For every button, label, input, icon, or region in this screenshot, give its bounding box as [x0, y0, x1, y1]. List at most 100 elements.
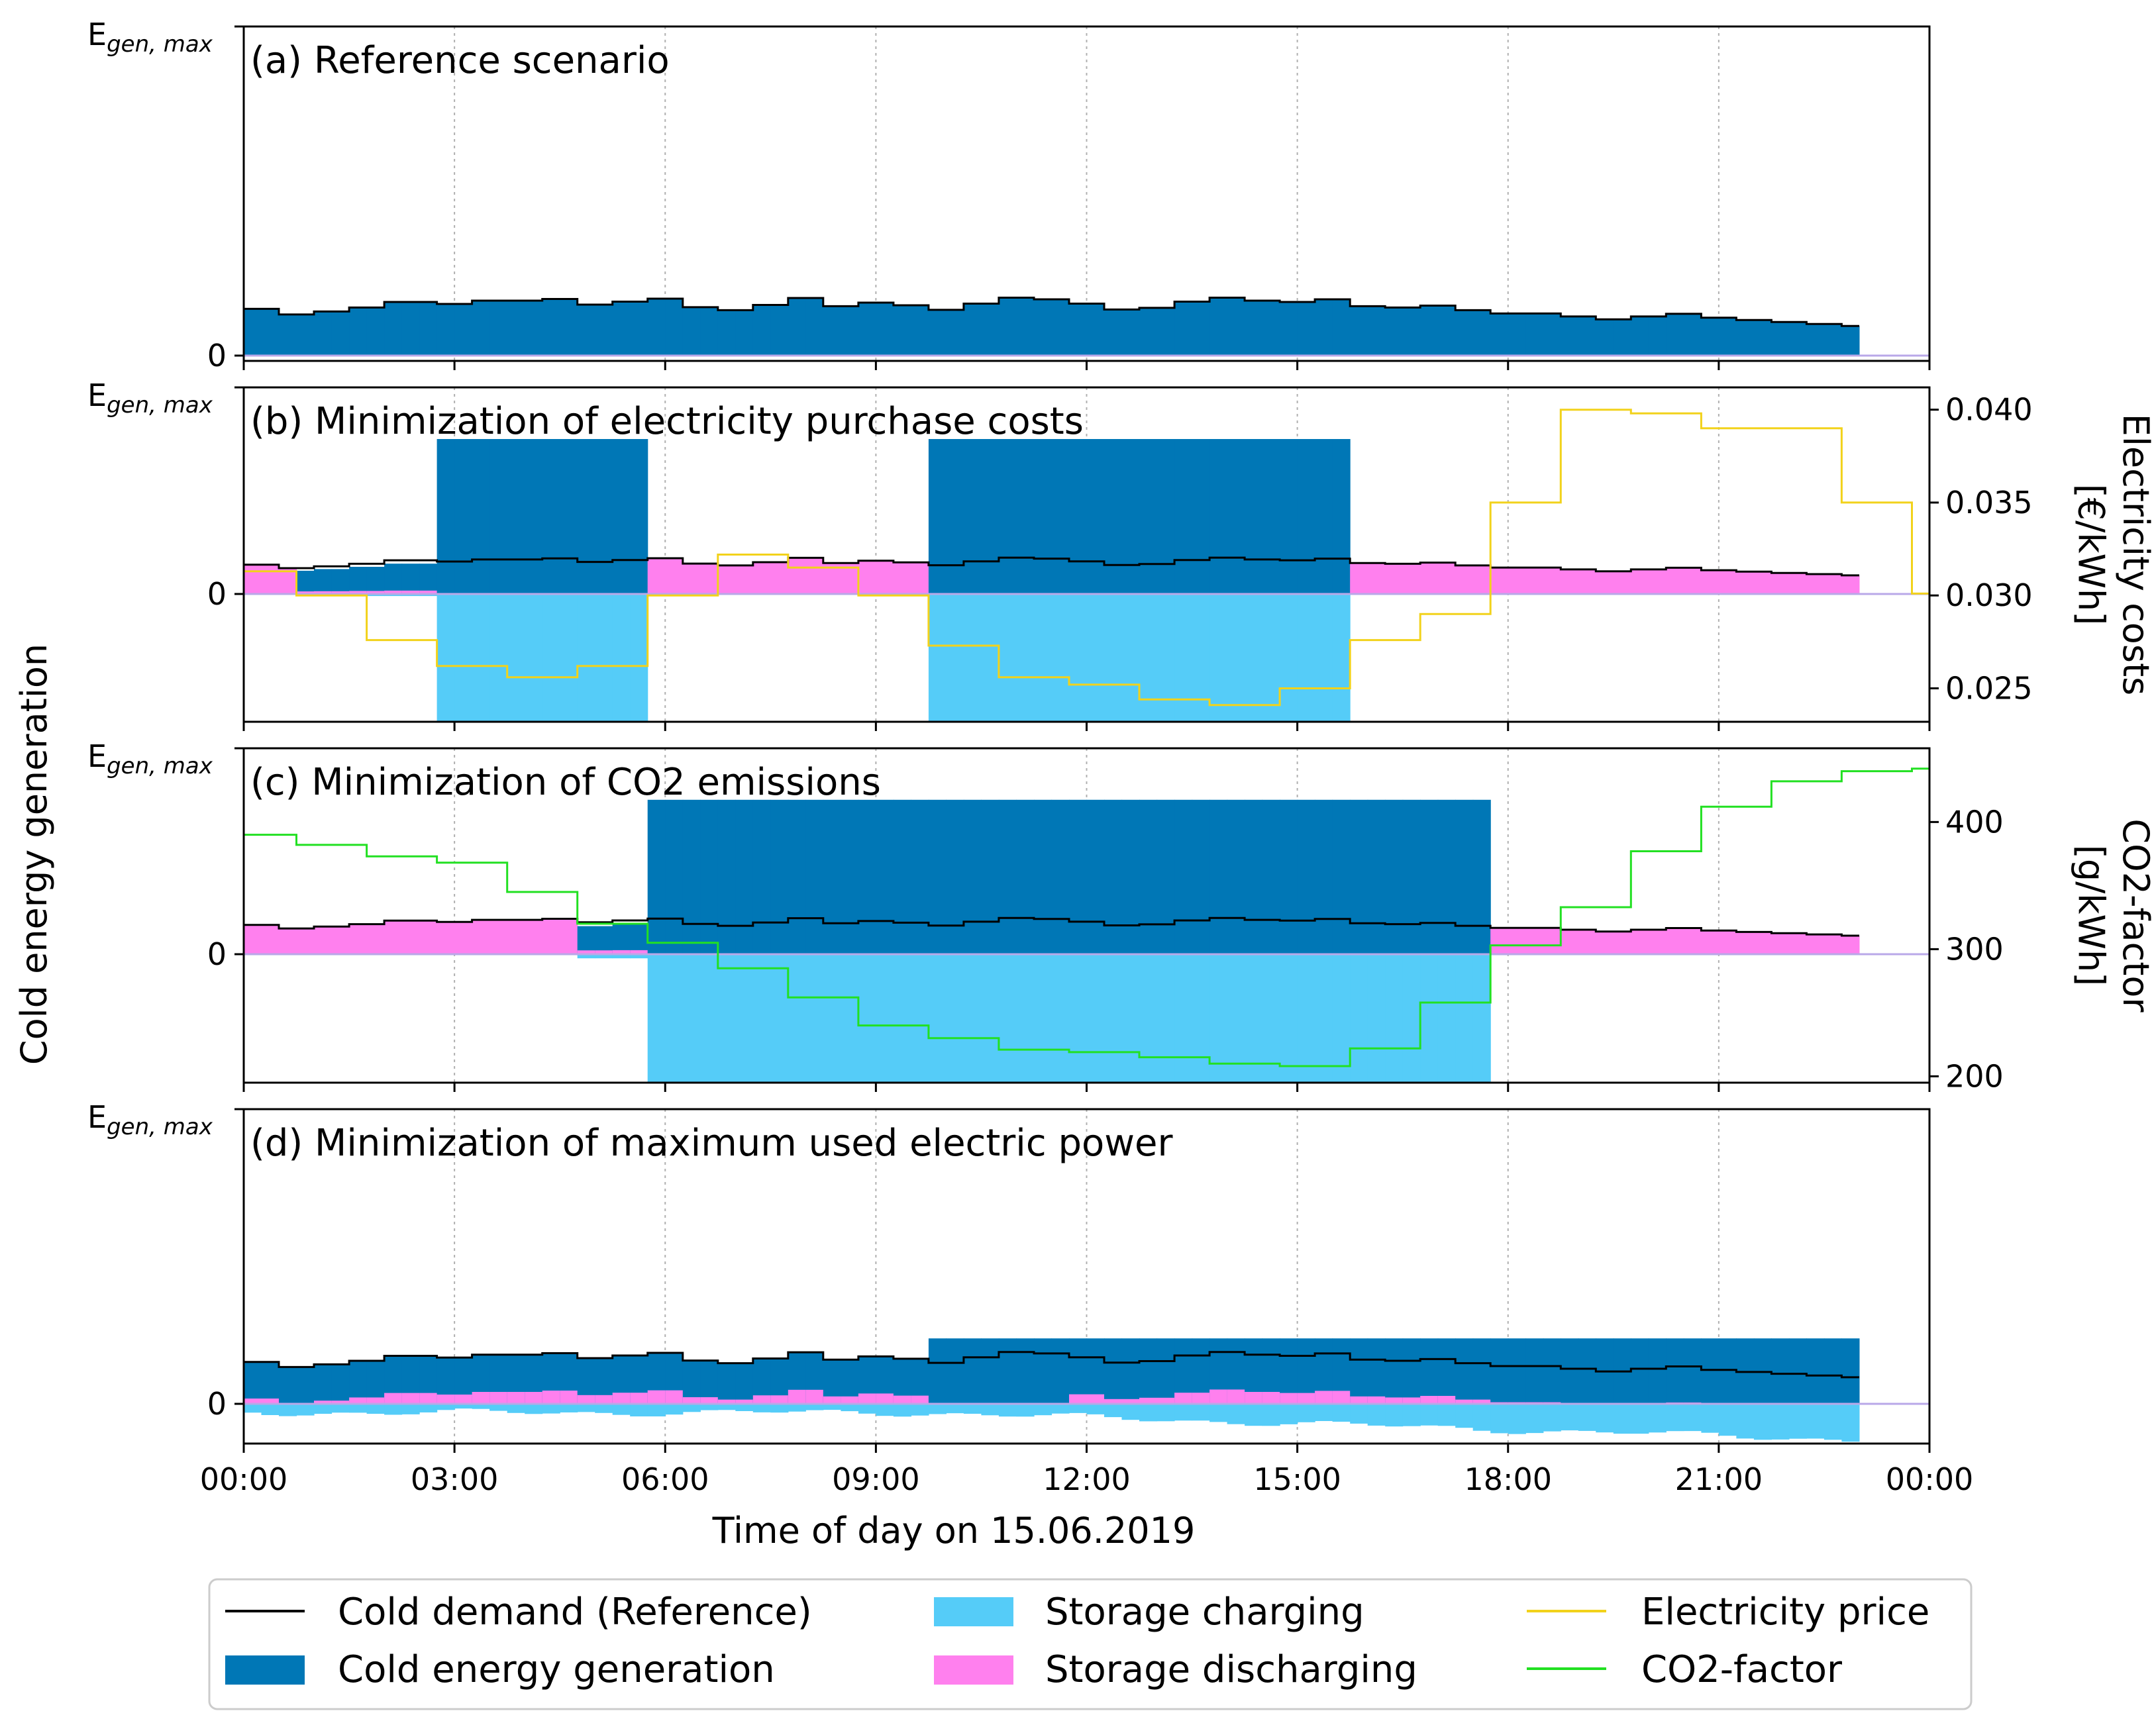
discharging-bar — [296, 591, 315, 594]
charging-bar — [1561, 1404, 1579, 1431]
generation-bar — [735, 799, 754, 955]
discharging-bar — [349, 924, 368, 954]
generation-bar — [946, 799, 964, 955]
legend-co2-label: CO2-factor — [1641, 1648, 1843, 1691]
generation-bar — [805, 799, 824, 955]
generation-bar — [1332, 799, 1351, 955]
discharging-bar — [1437, 562, 1456, 594]
generation-bar — [1385, 799, 1404, 955]
charging-bar — [1104, 594, 1123, 722]
generation-bar — [472, 301, 490, 356]
discharging-bar — [893, 1395, 911, 1404]
generation-bar — [1788, 1338, 1807, 1404]
generation-bar — [1139, 799, 1158, 955]
generation-bar — [1683, 313, 1702, 356]
charging-bar — [647, 1404, 666, 1416]
generation-bar — [1104, 309, 1123, 356]
charging-bar — [577, 594, 595, 722]
generation-bar — [1280, 1338, 1298, 1404]
generation-bar — [1174, 799, 1193, 955]
charging-bar — [1174, 594, 1193, 722]
generation-bar — [454, 304, 473, 356]
charging-bar — [1297, 594, 1315, 722]
generation-bar — [279, 314, 297, 356]
generation-bar — [436, 439, 455, 594]
generation-bar — [1648, 1338, 1667, 1404]
generation-bar — [1841, 1338, 1860, 1404]
discharging-bar — [1561, 930, 1579, 954]
discharging-bar — [1596, 931, 1614, 954]
discharging-bar — [770, 562, 789, 594]
discharging-bar — [700, 1397, 719, 1404]
secondary-y-axis-label: Electricity costs[€/kWh] — [2070, 414, 2156, 696]
charging-bar — [1034, 1404, 1052, 1416]
discharging-bar — [1490, 567, 1509, 594]
generation-bar — [525, 439, 543, 594]
charging-bar — [1245, 594, 1263, 722]
charging-bar — [507, 594, 525, 722]
generation-bar — [612, 924, 631, 954]
generation-bar — [1631, 1338, 1649, 1404]
discharging-bar — [296, 928, 315, 954]
generation-bar — [454, 439, 473, 594]
generation-bar — [647, 799, 666, 955]
generation-bar — [1753, 320, 1772, 356]
discharging-bar — [805, 1389, 824, 1404]
discharging-bar — [1385, 564, 1404, 594]
discharging-bar — [1508, 567, 1526, 594]
generation-bar — [1823, 324, 1842, 356]
charging-bar — [1350, 954, 1368, 1083]
charging-bar — [1280, 1404, 1298, 1424]
generation-bar — [1806, 1338, 1825, 1404]
discharging-bar — [1437, 1396, 1456, 1404]
discharging-bar — [752, 1395, 771, 1404]
generation-bar — [858, 799, 876, 955]
generation-bar — [1174, 439, 1193, 594]
generation-bar — [770, 799, 789, 955]
charging-bar — [1613, 1404, 1631, 1434]
y-tick-label-max: Egen, max — [87, 377, 213, 418]
discharging-bar — [1525, 567, 1544, 594]
secondary-y-axis: 200 300 400 CO2-factor[g/kWh] — [1929, 804, 2156, 1094]
generation-bar — [1490, 1338, 1509, 1404]
charging-bar — [1209, 1404, 1228, 1422]
discharging-bar — [279, 568, 297, 594]
cold-demand-line — [244, 916, 1859, 937]
discharging-bar — [1666, 567, 1684, 594]
generation-bar — [1367, 1338, 1386, 1404]
generation-bar — [489, 439, 508, 594]
charging-bar — [419, 594, 438, 597]
y-tick-label-zero: 0 — [207, 338, 227, 373]
panel-plot-area — [244, 387, 1929, 722]
generation-bar — [735, 1363, 754, 1404]
discharging-bar — [1121, 1399, 1140, 1404]
cold-demand-line — [244, 297, 1859, 327]
generation-bar — [1701, 317, 1720, 356]
generation-bar — [525, 301, 543, 356]
discharging-bar — [1280, 1393, 1298, 1404]
discharging-bar — [1701, 930, 1720, 954]
generation-bar — [946, 309, 964, 356]
discharging-bar — [823, 1396, 841, 1404]
charging-bar — [472, 594, 490, 722]
discharging-bar — [1736, 932, 1755, 954]
charging-bar — [1227, 954, 1245, 1083]
discharging-bar — [1350, 1396, 1368, 1404]
charging-bar — [752, 954, 771, 1083]
discharging-bar — [612, 1393, 631, 1404]
discharging-bar — [1262, 1392, 1280, 1404]
generation-bar — [331, 1364, 350, 1404]
charging-bar — [1472, 954, 1491, 1083]
charging-bar — [946, 1404, 964, 1414]
generation-bar — [963, 799, 982, 955]
discharging-bar — [858, 560, 876, 594]
discharging-bar — [1139, 1397, 1158, 1404]
generation-bar — [1297, 439, 1315, 594]
charging-bar — [1543, 1404, 1561, 1432]
generation-bar — [1280, 302, 1298, 356]
discharging-bar — [401, 920, 420, 954]
charging-bar — [1262, 954, 1280, 1083]
generation-bar — [1016, 799, 1035, 955]
charging-bar — [1297, 1404, 1315, 1422]
generation-bar — [1788, 322, 1807, 356]
